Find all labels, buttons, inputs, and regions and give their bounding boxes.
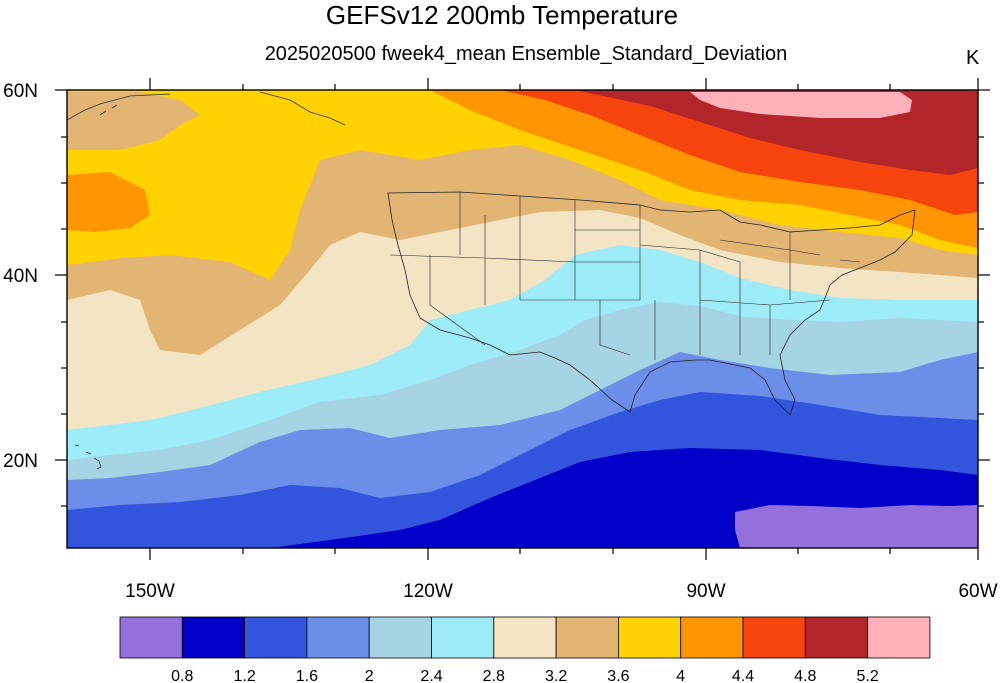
colorbar-swatch [618, 616, 682, 659]
chart-title: GEFSv12 200mb Temperature [325, 0, 679, 30]
colorbar-swatch [742, 616, 806, 659]
colorbar-label: 1.2 [233, 668, 255, 683]
colorbar-label: 4.4 [732, 668, 754, 683]
hawaii-islands [74, 444, 102, 470]
colorbar-swatch [368, 616, 432, 659]
colorbar-swatch [431, 616, 495, 659]
colorbar-label: 4.8 [794, 668, 816, 683]
lon-label-90w: 90W [686, 581, 725, 602]
colorbar-swatch [804, 616, 868, 659]
band-5.2-plus [690, 92, 912, 118]
lon-labels: 150W 120W 90W 60W [125, 581, 997, 602]
colorbar-swatch [867, 616, 931, 659]
lat-labels: 60N 40N 20N [3, 81, 38, 472]
colorbar-swatch [680, 616, 744, 659]
lon-ticks [149, 78, 979, 560]
lon-label-120w: 120W [403, 581, 453, 602]
band-3.2-3.6-north [67, 92, 200, 150]
boundaries [387, 191, 916, 416]
band-below-0.8 [735, 505, 978, 548]
lat-label-60n: 60N [3, 81, 38, 102]
colorbar-label: 3.2 [545, 668, 567, 683]
units-label: K [966, 47, 980, 69]
alaska-coast [67, 91, 346, 126]
colorbar-swatch [244, 616, 308, 659]
chart-subtitle: 2025020500 fweek4_mean Ensemble_Standard… [264, 43, 788, 65]
band-4-4.4-west [67, 172, 150, 232]
lon-label-60w: 60W [958, 581, 997, 602]
lat-ticks [55, 89, 990, 507]
colorbar-label: 3.6 [607, 668, 629, 683]
map-frame [55, 78, 990, 560]
colorbar-swatch [555, 616, 619, 659]
colorbar-swatch [493, 616, 557, 659]
lat-label-20n: 20N [3, 451, 38, 472]
colorbar-label: 5.2 [856, 668, 878, 683]
colorbar-label: 2.8 [483, 668, 505, 683]
us-outline [387, 191, 916, 416]
colorbar-label: 4 [676, 668, 685, 683]
contour-field [67, 90, 978, 548]
lat-label-40n: 40N [3, 266, 38, 287]
colorbar-swatch [306, 616, 370, 659]
colorbar-swatch [181, 616, 246, 659]
colorbar: 0.8 1.2 1.6 2 2.4 2.8 3.2 3.6 4 4.4 4.8 5.2 [119, 616, 931, 683]
colorbar-swatch [119, 616, 183, 659]
colorbar-label: 1.6 [296, 668, 318, 683]
map-border [66, 89, 979, 549]
state-lines [389, 192, 861, 360]
colorbar-label: 2.4 [420, 668, 442, 683]
lon-label-150w: 150W [125, 581, 175, 602]
colorbar-label: 0.8 [171, 668, 193, 683]
coastline-details [67, 91, 346, 470]
colorbar-label: 2 [365, 668, 374, 683]
